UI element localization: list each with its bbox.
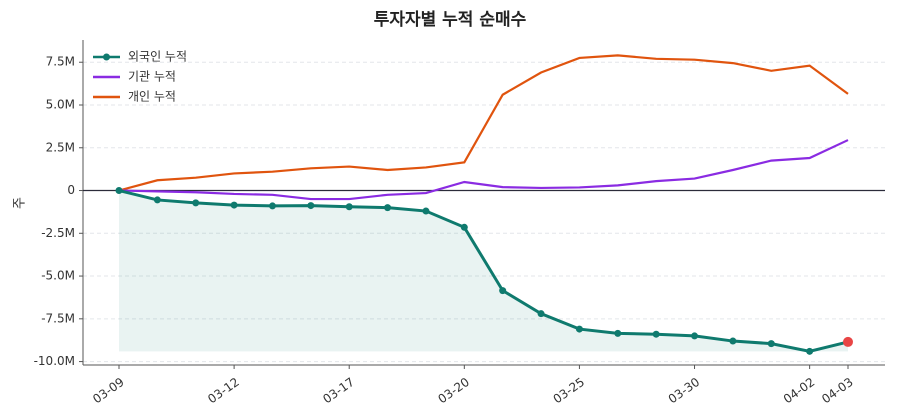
data-point	[192, 199, 200, 207]
y-tick-label: -10.0M	[34, 354, 75, 368]
y-axis-label: 주	[13, 197, 28, 209]
data-point	[575, 325, 583, 333]
data-point	[614, 329, 622, 337]
data-point	[307, 202, 315, 210]
data-point	[729, 337, 737, 345]
series-line	[118, 54, 849, 192]
area-fill	[119, 190, 848, 352]
y-tick-label: 7.5M	[46, 55, 75, 69]
y-tick-label: -5.0M	[41, 269, 75, 283]
data-point	[422, 207, 430, 215]
x-tick-label: 03-20	[435, 375, 472, 406]
y-tick-label: 2.5M	[46, 140, 75, 154]
data-point	[652, 330, 660, 338]
legend-label: 외국인 누적	[128, 50, 187, 64]
data-point	[691, 332, 699, 340]
data-point	[460, 223, 468, 231]
data-point	[767, 340, 775, 348]
y-tick-label: -7.5M	[41, 311, 75, 325]
y-tick-label: 0	[67, 183, 75, 197]
x-tick-label: 03-09	[90, 375, 127, 406]
x-tick-label: 03-17	[320, 375, 357, 406]
y-tick-label: -2.5M	[41, 226, 75, 240]
data-point	[499, 287, 507, 295]
legend-label: 개인 누적	[128, 90, 176, 104]
data-point	[537, 310, 545, 318]
data-point	[230, 201, 238, 209]
x-tick-label: 03-30	[666, 375, 703, 406]
series-line	[118, 139, 849, 201]
data-point	[153, 196, 161, 204]
series-line	[118, 189, 849, 353]
x-tick-label: 03-12	[205, 375, 242, 406]
data-point	[268, 202, 276, 210]
legend-label: 기관 누적	[128, 70, 176, 84]
chart-title: 투자자별 누적 순매수	[374, 10, 527, 30]
data-point	[345, 203, 353, 211]
x-tick-label: 04-02	[781, 375, 818, 406]
data-point	[384, 204, 392, 212]
x-tick-label: 03-25	[551, 375, 588, 406]
x-tick-label: 04-03	[819, 375, 856, 406]
data-point	[115, 187, 123, 195]
y-tick-label: 5.0M	[46, 98, 75, 112]
data-point	[843, 336, 853, 347]
data-point	[806, 347, 814, 355]
legend-marker	[103, 53, 110, 61]
